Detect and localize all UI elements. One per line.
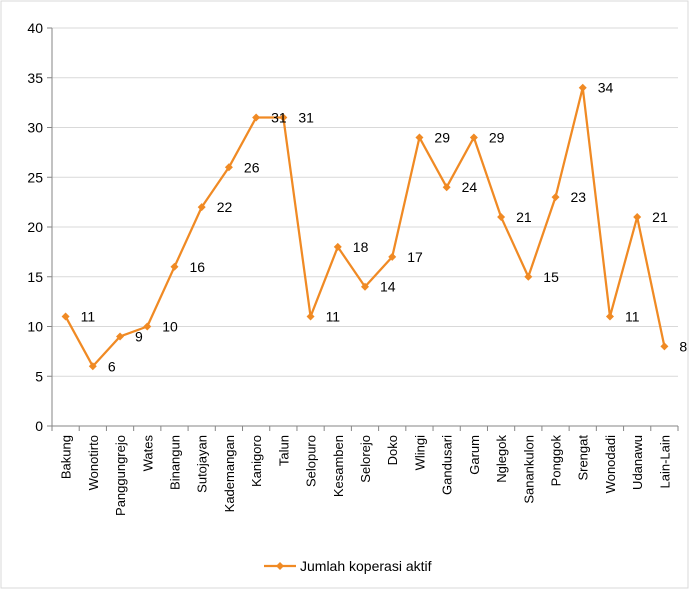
x-tick-label: Panggungrejo [113, 435, 128, 516]
data-label: 15 [543, 269, 559, 285]
legend-marker-swatch [276, 562, 284, 570]
y-tick-label: 40 [27, 20, 43, 36]
data-label: 10 [162, 319, 178, 335]
x-tick-label: Wonodadi [603, 435, 618, 493]
y-tick-label: 0 [35, 418, 43, 434]
data-label: 6 [108, 358, 116, 374]
data-point [279, 113, 288, 122]
y-tick-label: 35 [27, 70, 43, 86]
x-tick-label: Wonotirto [86, 435, 101, 490]
data-point [605, 312, 614, 321]
data-point [361, 282, 369, 291]
data-points [61, 83, 669, 371]
data-point [551, 193, 560, 202]
data-label: 26 [244, 159, 260, 175]
x-tick-label: Binangun [167, 435, 182, 490]
data-point [469, 133, 478, 142]
data-point [61, 312, 70, 321]
data-point [197, 203, 206, 212]
data-label: 23 [571, 189, 587, 205]
data-point [116, 332, 125, 341]
x-tick-label: Kademangan [222, 435, 237, 512]
data-label: 34 [598, 80, 614, 96]
y-tick-label: 20 [27, 219, 43, 235]
data-point [88, 362, 97, 371]
data-label: 29 [434, 129, 450, 145]
legend: Jumlah koperasi aktif [264, 558, 432, 574]
data-label: 11 [625, 309, 640, 325]
data-point [578, 83, 587, 92]
x-axis-ticks: Bakung Wonotirto Panggungrejo Wates Binangun… [59, 435, 673, 516]
x-tick-label: Garum [467, 435, 482, 475]
x-tick-label: Kesamben [331, 435, 346, 497]
data-label: 9 [135, 328, 143, 344]
x-tick-label: Talun [276, 435, 291, 466]
data-point [660, 342, 669, 351]
x-tick-label: Nglegok [494, 435, 509, 483]
data-labels: 11 6 9 10 16 22 26 31 31 11 18 14 17 29 24 29 21 15 23 34 11… [81, 80, 688, 375]
y-tick-label: 25 [27, 169, 43, 185]
y-tick-label: 5 [35, 368, 43, 384]
data-label: 31 [298, 110, 314, 126]
data-label: 31 [271, 110, 287, 126]
data-point [524, 272, 533, 281]
data-label: 21 [516, 209, 532, 225]
x-tick-label: Lain-Lain [657, 435, 672, 489]
data-label: 11 [81, 309, 96, 325]
legend-label: Jumlah koperasi aktif [300, 558, 432, 574]
data-point [442, 183, 451, 192]
data-label: 11 [326, 309, 341, 325]
data-label: 18 [353, 239, 369, 255]
x-tick-label: Selorejo [358, 435, 373, 483]
axes [47, 27, 679, 431]
x-tick-label: Bakung [59, 435, 74, 479]
x-tick-label: Sutojayan [195, 435, 210, 493]
data-label: 16 [189, 259, 205, 275]
x-tick-label: Udanawu [630, 435, 645, 490]
x-tick-label: Kanigoro [249, 435, 264, 487]
data-point [497, 213, 506, 222]
data-label: 17 [407, 249, 423, 265]
data-point [252, 113, 261, 122]
data-point [224, 163, 233, 172]
x-tick-label: Sanankulon [521, 435, 536, 504]
data-label: 21 [652, 209, 668, 225]
y-tick-label: 10 [27, 319, 43, 335]
data-label: 22 [217, 199, 233, 215]
x-tick-label: Srengat [576, 435, 591, 481]
data-point [170, 262, 179, 271]
data-point [415, 133, 424, 142]
x-tick-label: Doko [385, 435, 400, 465]
data-point [143, 322, 152, 331]
x-tick-label: Ponggok [549, 435, 564, 487]
x-tick-label: Gandusari [440, 435, 455, 495]
data-label: 14 [380, 279, 396, 295]
data-point [333, 242, 342, 251]
data-label: 24 [462, 179, 478, 195]
x-tick-label: Wates [140, 435, 155, 472]
data-point [388, 252, 397, 261]
data-point [633, 213, 642, 222]
x-tick-label: Selopuro [304, 435, 319, 487]
y-axis-ticks: 0 5 10 15 20 25 30 35 40 [27, 20, 43, 434]
y-tick-label: 30 [27, 120, 43, 136]
data-point [306, 312, 315, 321]
data-label: 29 [489, 129, 505, 145]
data-label: 8 [679, 338, 687, 354]
x-tick-label: Wlingi [412, 435, 427, 471]
y-tick-label: 15 [27, 269, 43, 285]
